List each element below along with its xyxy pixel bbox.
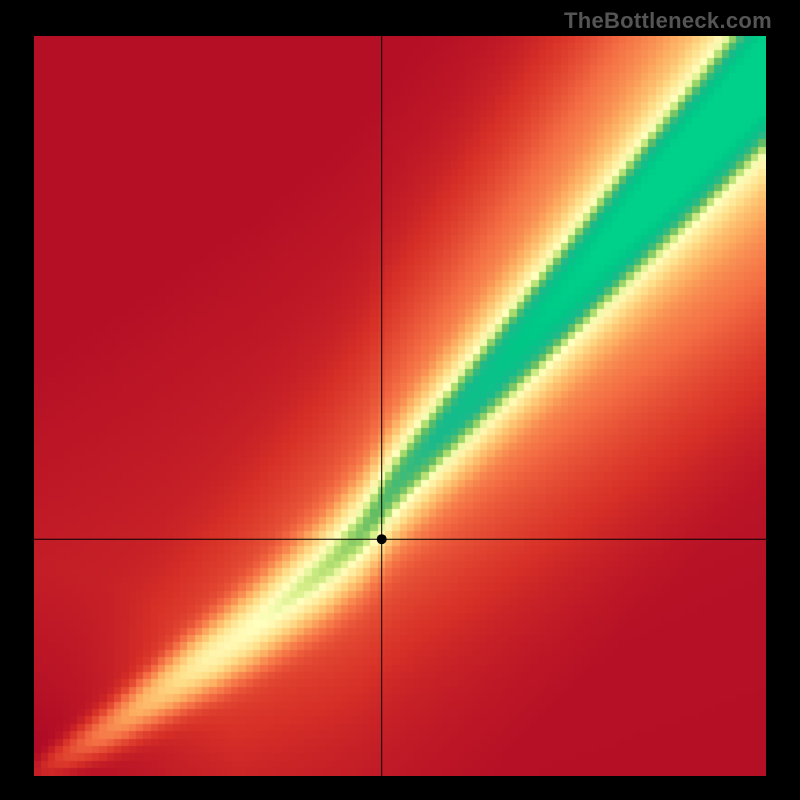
plot-area: [34, 36, 766, 776]
root-frame: { "watermark": { "text": "TheBottleneck.…: [0, 0, 800, 800]
bottleneck-heatmap: [34, 36, 766, 776]
watermark-text: TheBottleneck.com: [564, 8, 772, 34]
